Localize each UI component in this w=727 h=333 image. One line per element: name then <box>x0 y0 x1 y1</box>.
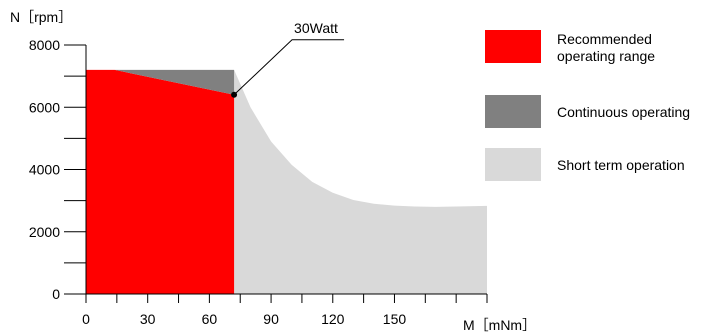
legend-label-cont: operating range <box>557 48 655 64</box>
y-tick-label: 8000 <box>29 37 60 53</box>
legend-label: Continuous operating <box>557 104 690 120</box>
y-axis-title: N［rpm］ <box>10 9 72 25</box>
legend-label: Recommended <box>557 31 652 47</box>
x-tick-label: 90 <box>263 311 279 327</box>
annotation-label: 30Watt <box>294 20 338 36</box>
annotation-leader-line <box>233 39 345 96</box>
y-tick-label: 6000 <box>29 99 60 115</box>
x-axis-title: M［mNm］ <box>463 317 536 333</box>
y-tick-label: 4000 <box>29 162 60 178</box>
area-continuous-operating <box>114 69 235 95</box>
x-tick-label: 30 <box>140 311 156 327</box>
chart-annotation: 30Watt <box>231 20 345 98</box>
x-tick-label: 150 <box>383 311 407 327</box>
area-recommended-operating-range <box>86 69 235 295</box>
legend-swatch <box>485 148 541 181</box>
legend-label: Short term operation <box>557 157 685 173</box>
legend-swatch <box>485 95 541 128</box>
chart-areas <box>86 69 487 295</box>
chart-ticks: 0 2000 4000 6000 8000 0 30 60 90 120 150 <box>29 37 488 327</box>
legend-swatch <box>485 30 541 63</box>
y-tick-label: 2000 <box>29 224 60 240</box>
x-tick-label: 0 <box>82 311 90 327</box>
x-tick-label: 60 <box>202 311 218 327</box>
x-tick-label: 120 <box>321 311 345 327</box>
area-short-term-operation <box>234 69 487 295</box>
y-tick-label: 0 <box>52 286 60 302</box>
